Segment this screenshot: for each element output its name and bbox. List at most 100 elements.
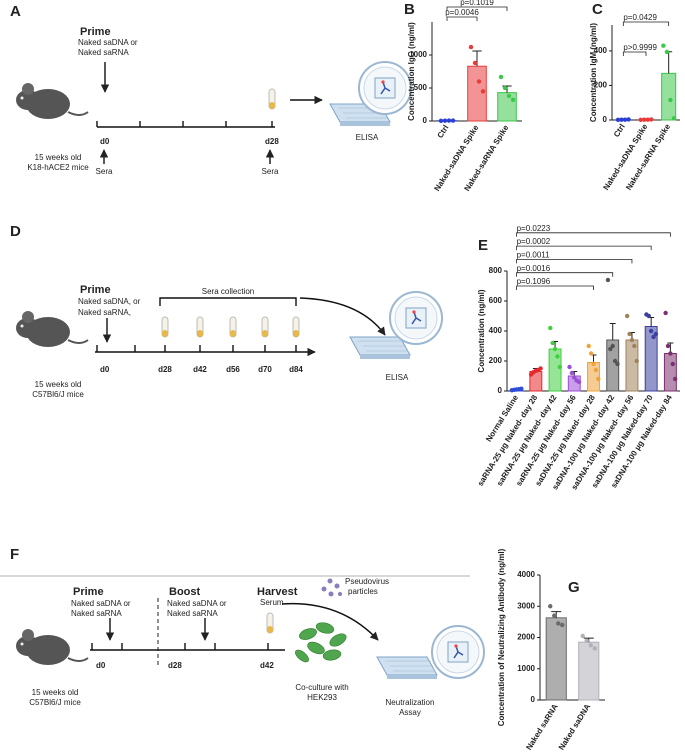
data-point	[446, 118, 452, 123]
p-value: p>0.9999	[623, 43, 657, 52]
boost-detail: Naked saRNA	[167, 609, 218, 618]
data-point	[619, 117, 624, 122]
prime-title: Prime	[73, 586, 104, 598]
data-point	[498, 74, 504, 80]
bar	[663, 353, 677, 392]
x-tick-label: Naked saDNA	[557, 702, 593, 751]
bar	[587, 362, 600, 392]
day-label: d42	[260, 661, 274, 670]
mice-text: 15 weeks old	[32, 688, 79, 697]
harvest-detail: Serum	[260, 598, 284, 607]
significance-bracket	[516, 272, 614, 277]
data-point	[605, 277, 611, 283]
data-point	[672, 376, 678, 382]
prime-detail: Naked saRNA	[78, 48, 129, 57]
y-tick-label: 400	[594, 46, 608, 55]
x-tick-label: Naked saRNA	[524, 702, 560, 751]
day-label: d0	[96, 661, 106, 670]
day-label: d70	[258, 365, 272, 374]
data-point	[555, 354, 560, 359]
data-point	[569, 370, 575, 376]
assay-label: Neutralization	[386, 698, 435, 707]
data-point	[548, 325, 553, 331]
data-point	[480, 89, 486, 94]
data-point	[450, 118, 456, 123]
prime-detail: Naked saDNA, or	[78, 297, 141, 306]
data-point	[671, 116, 677, 121]
data-point	[548, 604, 553, 609]
day-label: d28	[265, 137, 279, 146]
data-point	[661, 43, 666, 48]
mouse-icon	[15, 628, 89, 666]
panel-label: F	[10, 546, 19, 563]
panel-label: A	[10, 3, 21, 20]
data-point	[645, 117, 650, 122]
x-tick-label: Ctrl	[612, 122, 627, 138]
panel-label: E	[478, 237, 488, 254]
data-point	[634, 358, 639, 364]
data-point	[629, 337, 635, 343]
data-point	[608, 346, 613, 352]
y-axis-label: Concentration IgM (ng/ml)	[589, 23, 598, 122]
sera-label: Sera	[96, 167, 113, 176]
data-point	[615, 117, 621, 123]
data-point	[610, 343, 615, 349]
y-tick-label: 200	[594, 81, 608, 90]
pseudovirus-label: Pseudovirus	[345, 577, 389, 586]
day-label: d0	[100, 137, 110, 146]
data-point	[588, 643, 593, 648]
data-point	[665, 343, 671, 349]
significance-bracket	[516, 285, 594, 290]
data-point	[632, 343, 637, 349]
p-value: p=0.0002	[517, 237, 551, 246]
data-point	[627, 331, 632, 337]
y-axis-label: Concentration IgG (ng/ml)	[407, 22, 416, 121]
prime-title: Prime	[80, 284, 111, 296]
bar	[467, 65, 487, 122]
significance-bracket	[622, 21, 670, 26]
data-point	[668, 97, 673, 103]
assay-label: ELISA	[386, 373, 409, 382]
data-point	[670, 361, 675, 367]
y-tick-label: 800	[489, 266, 503, 275]
data-point	[556, 621, 561, 626]
bar	[578, 641, 600, 701]
prime-detail: Naked saDNA or	[71, 599, 131, 608]
harvest-title: Harvest	[257, 586, 298, 598]
lens-icon	[389, 291, 443, 345]
data-point	[506, 93, 512, 99]
data-point	[663, 310, 668, 316]
prime-detail: Naked saRNA	[71, 609, 122, 618]
cells-icon	[295, 622, 347, 663]
virus-icon	[321, 578, 342, 597]
tube-icon	[229, 316, 237, 338]
data-point	[472, 60, 478, 66]
day-label: d84	[289, 365, 303, 374]
data-point	[615, 361, 620, 367]
data-point	[584, 638, 589, 643]
mice-text: C57Bl6/J mice	[32, 390, 84, 399]
mouse-icon	[15, 82, 89, 120]
tube-icon	[266, 612, 274, 634]
data-point	[668, 351, 673, 356]
data-point	[502, 85, 508, 91]
lens-icon	[431, 625, 485, 679]
mice-text: C57Bl6/J mice	[29, 698, 81, 707]
p-value: p=0.1019	[460, 0, 494, 7]
data-point	[442, 118, 448, 123]
p-value: p=0.0429	[623, 13, 657, 22]
prime-detail: Naked saDNA or	[78, 38, 138, 47]
significance-bracket	[516, 232, 671, 237]
bracket	[159, 297, 297, 306]
data-point	[622, 117, 628, 122]
panel-label: G	[568, 579, 580, 596]
data-point	[572, 375, 577, 380]
data-point	[588, 351, 594, 356]
data-point	[596, 376, 601, 382]
p-value: p=0.0223	[517, 224, 551, 233]
data-point	[552, 346, 558, 352]
y-tick-label: 0	[603, 115, 608, 124]
lens-icon	[358, 61, 412, 115]
tube-icon	[261, 316, 269, 338]
